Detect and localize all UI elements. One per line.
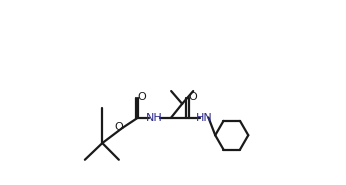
Text: HN: HN xyxy=(195,112,212,122)
Text: O: O xyxy=(138,92,146,102)
Text: NH: NH xyxy=(146,112,163,122)
Text: O: O xyxy=(188,92,197,102)
Text: O: O xyxy=(115,122,124,132)
